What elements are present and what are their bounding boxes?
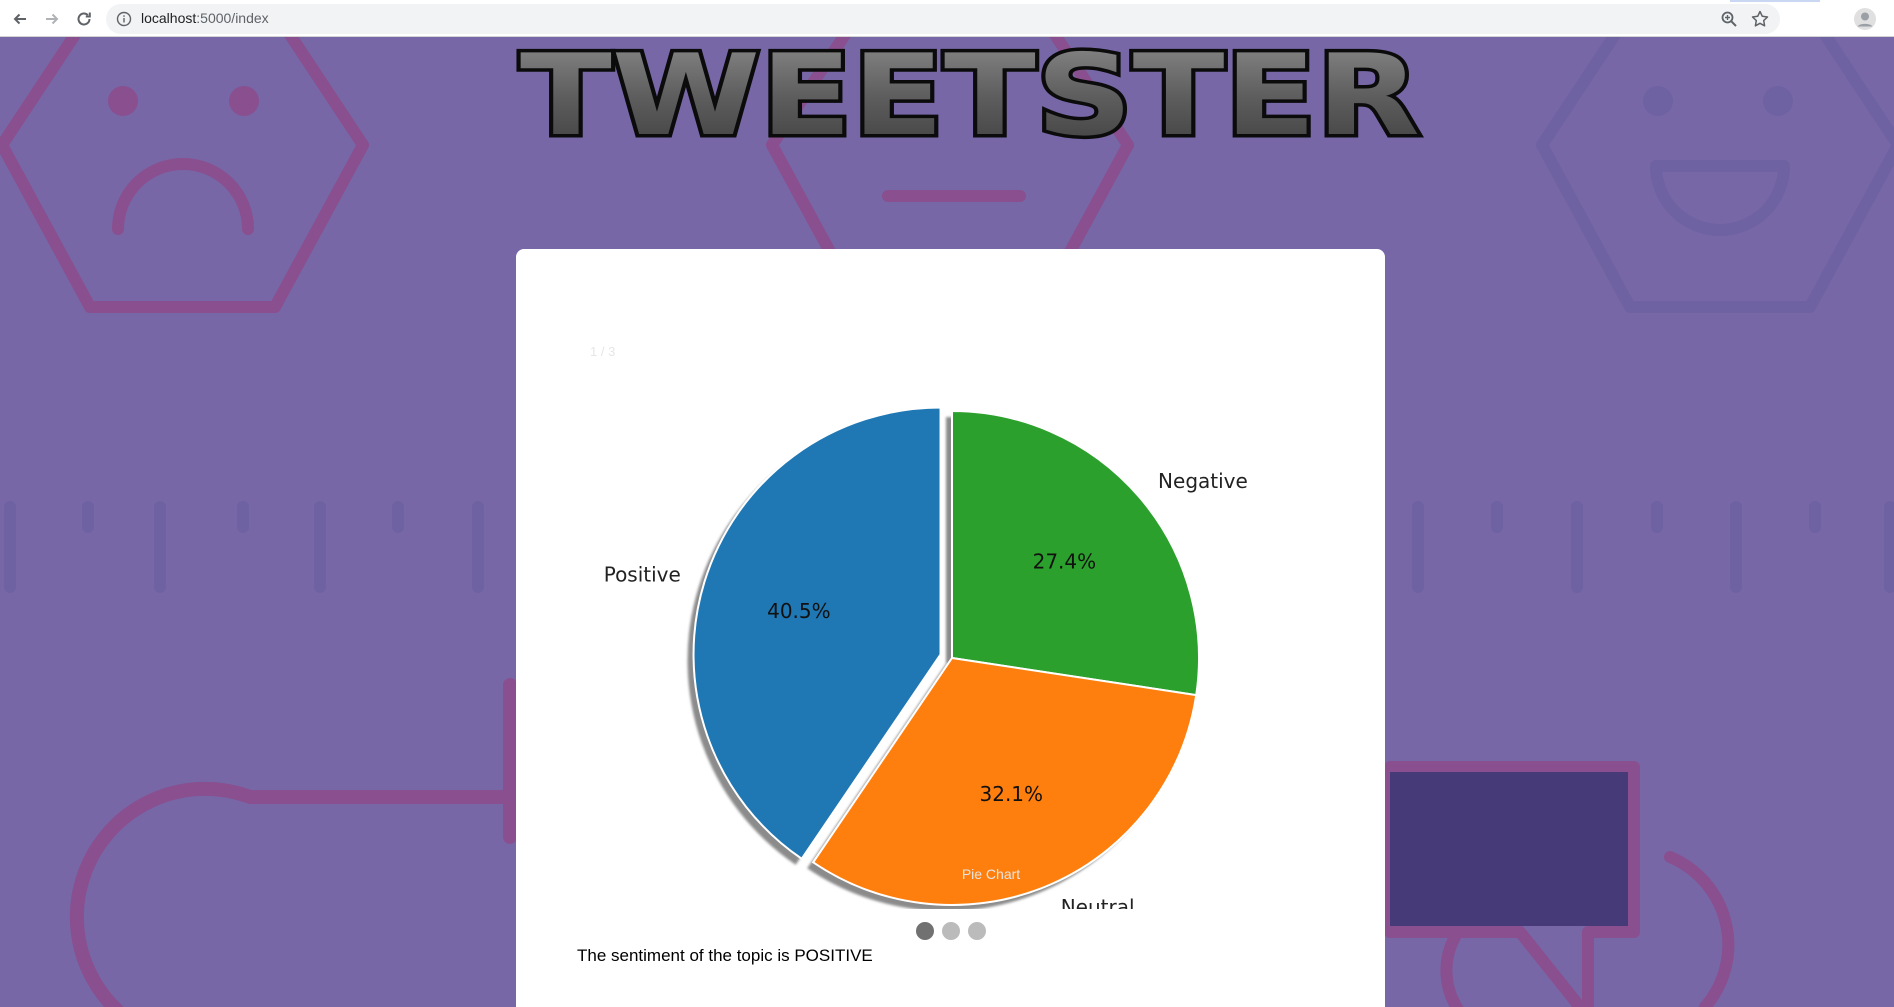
sentiment-result: The sentiment of the topic is POSITIVE xyxy=(577,946,873,965)
pie-slice-neutral xyxy=(811,656,1198,906)
url-text[interactable]: localhost:5000/index xyxy=(141,10,269,26)
pie-slice-positive xyxy=(692,406,942,861)
arrow-left-icon xyxy=(13,13,26,25)
sentiment-background-art xyxy=(0,37,1894,1007)
bookmark-star-icon[interactable] xyxy=(1750,9,1770,29)
url-host: localhost xyxy=(141,10,197,26)
slide-counter: 1 / 3 xyxy=(590,344,616,359)
pie-category-label-positive: Positive xyxy=(604,563,681,587)
pie-pct-label-negative: 27.4% xyxy=(1033,549,1097,573)
address-bar[interactable]: localhost:5000/index xyxy=(106,4,1780,34)
app-title: TWEETSTER xyxy=(520,37,1420,147)
browser-toolbar: localhost:5000/index xyxy=(0,0,1894,37)
profile-avatar-icon[interactable] xyxy=(1853,7,1877,31)
page-content: TWEETSTER 1 / 3 27.4% Negative 32.1% Neutra… xyxy=(0,37,1894,1007)
back-button[interactable] xyxy=(6,6,34,32)
chart-card: 1 / 3 27.4% Negative 32.1% Neutral 40.5% Posi… xyxy=(516,249,1385,1007)
forward-button[interactable] xyxy=(38,6,66,32)
url-path: :5000/index xyxy=(196,10,269,26)
reload-icon xyxy=(77,12,91,26)
pie-pct-label-neutral: 32.1% xyxy=(980,782,1044,806)
pie-category-label-neutral: Neutral xyxy=(1061,895,1135,909)
carousel-dots xyxy=(916,922,986,940)
carousel-dot-3[interactable] xyxy=(968,922,986,940)
tweetster-logo: TWEETSTER xyxy=(517,37,1424,147)
tab-strip-edge xyxy=(1730,0,1820,2)
pie-pct-label-positive: 40.5% xyxy=(767,599,831,623)
sentiment-pie-chart: 27.4% Negative 32.1% Neutral 40.5% Positive xyxy=(604,406,1248,909)
reload-button[interactable] xyxy=(70,6,98,32)
info-icon[interactable] xyxy=(116,11,132,27)
zoom-icon[interactable] xyxy=(1720,10,1738,28)
pie-slice-negative xyxy=(951,409,1200,697)
slide-caption: Pie Chart xyxy=(961,866,1021,882)
arrow-right-icon xyxy=(46,13,59,25)
carousel-dot-1[interactable] xyxy=(916,922,934,940)
carousel-dot-2[interactable] xyxy=(942,922,960,940)
pie-category-label-negative: Negative xyxy=(1158,469,1248,493)
